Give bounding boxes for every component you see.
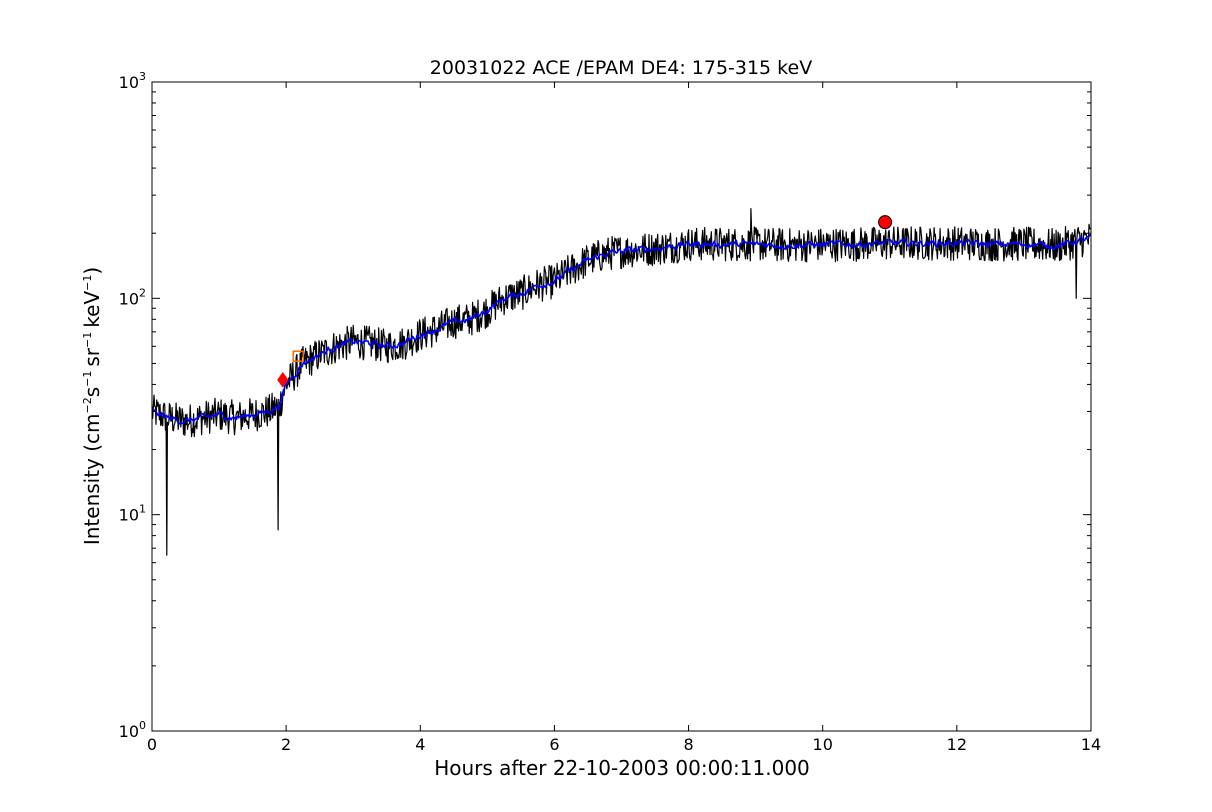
series-line-raw — [151, 208, 1092, 556]
y-tick-label: 101 — [119, 503, 146, 525]
event-marker-diamond — [277, 371, 289, 388]
chart-title: 20031022 ACE /EPAM DE4: 175-315 keV — [430, 57, 812, 79]
plot-frame — [151, 81, 1092, 732]
y-axis-ticks: 100 101 102 103 — [119, 70, 1091, 741]
plot-markers — [277, 215, 893, 388]
series-line-smoothed — [151, 233, 1092, 425]
x-tick-label: 8 — [683, 735, 693, 754]
x-tick-label: 10 — [813, 735, 833, 754]
x-axis-label: Hours after 22-10-2003 00:00:11.000 — [434, 756, 810, 780]
x-tick-label: 12 — [947, 735, 967, 754]
event-marker-square — [292, 350, 304, 362]
y-axis-label: Intensity (cm−2s−1sr−1keV−1) — [80, 267, 104, 545]
y-tick-label: 102 — [119, 286, 146, 308]
x-tick-label: 6 — [549, 735, 559, 754]
x-tick-label: 4 — [415, 735, 425, 754]
x-tick-label: 2 — [281, 735, 291, 754]
y-tick-label: 100 — [119, 719, 146, 741]
y-tick-label: 103 — [119, 70, 146, 92]
event-marker-circle — [878, 215, 893, 230]
plot-lines — [151, 208, 1092, 556]
x-tick-label: 14 — [1081, 735, 1101, 754]
x-axis-ticks: 0 2 4 6 8 10 12 14 — [147, 82, 1101, 754]
x-tick-label: 0 — [147, 735, 157, 754]
